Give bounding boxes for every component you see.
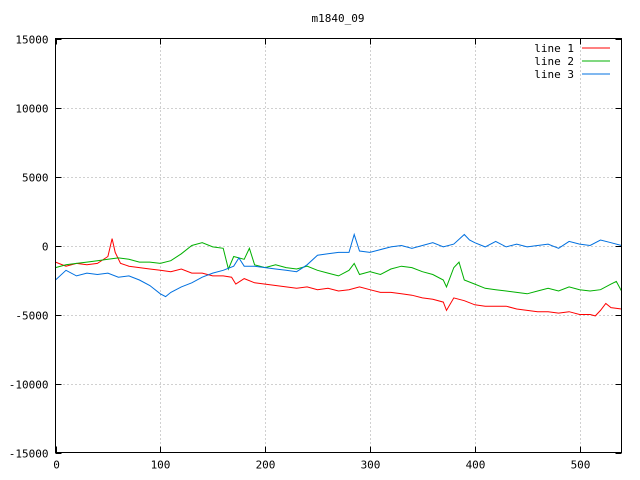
y-tick-label: 15000 bbox=[15, 34, 48, 47]
x-tick-label: 0 bbox=[53, 459, 60, 472]
y-tick-label: -10000 bbox=[9, 379, 49, 392]
series-layer bbox=[55, 232, 622, 317]
y-tick-label: 10000 bbox=[15, 103, 48, 116]
y-tick-label: -15000 bbox=[9, 448, 49, 461]
series-line-2 bbox=[55, 242, 622, 295]
axis-ticks: -15000 -10000 -5000 0 5000 10000 15000 0 100 200 3… bbox=[9, 34, 622, 472]
y-tick-label: 0 bbox=[42, 241, 49, 254]
grid bbox=[55, 38, 622, 453]
series-line-1 bbox=[55, 238, 622, 317]
x-tick-label: 100 bbox=[151, 459, 171, 472]
chart-title: m1840_09 bbox=[312, 12, 365, 25]
legend-label-1: line 1 bbox=[534, 42, 574, 55]
x-tick-label: 500 bbox=[571, 459, 591, 472]
y-tick-label: 5000 bbox=[22, 172, 49, 185]
legend-label-3: line 3 bbox=[534, 68, 574, 81]
plot-frame bbox=[55, 38, 622, 453]
x-tick-label: 400 bbox=[466, 459, 486, 472]
y-tick-label: -5000 bbox=[15, 310, 48, 323]
x-tick-label: 300 bbox=[361, 459, 381, 472]
legend-label-2: line 2 bbox=[534, 55, 574, 68]
series-line-3 bbox=[55, 232, 622, 298]
x-tick-label: 200 bbox=[256, 459, 276, 472]
